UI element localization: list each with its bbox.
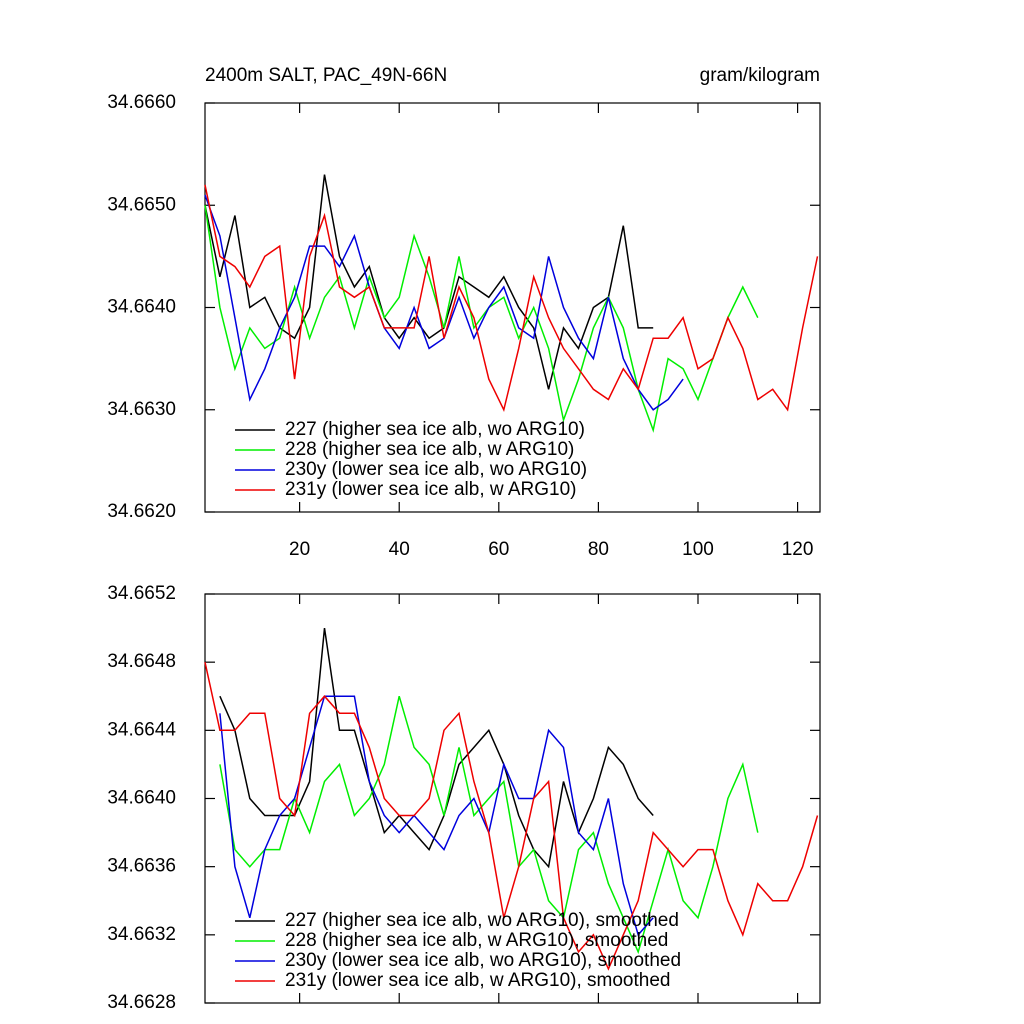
legend-label: 227 (higher sea ice alb, wo ARG10), smoo… xyxy=(285,910,679,931)
y-tick-label: 34.6636 xyxy=(107,856,176,877)
legend-label: 231y (lower sea ice alb, w ARG10), smoot… xyxy=(285,970,670,991)
legend-label: 231y (lower sea ice alb, w ARG10) xyxy=(285,479,576,500)
series-line xyxy=(204,662,819,971)
x-tick-label: 100 xyxy=(682,539,714,560)
y-tick-label: 34.6650 xyxy=(107,194,176,215)
legend-label: 227 (higher sea ice alb, wo ARG10) xyxy=(285,419,585,440)
y-tick-label: 34.6640 xyxy=(107,788,176,809)
x-tick-label: 60 xyxy=(488,539,509,560)
y-tick-label: 34.6648 xyxy=(107,651,176,672)
y-tick-label: 34.6644 xyxy=(107,719,176,740)
legend-label: 230y (lower sea ice alb, wo ARG10) xyxy=(285,459,587,480)
x-tick-label: 20 xyxy=(289,539,310,560)
series-line xyxy=(204,205,759,433)
x-tick-label: 120 xyxy=(782,539,814,560)
series-line xyxy=(204,174,654,390)
y-tick-label: 34.6660 xyxy=(107,92,176,113)
series-line xyxy=(219,695,654,937)
y-tick-label: 34.6630 xyxy=(107,399,176,420)
y-tick-label: 34.6640 xyxy=(107,297,176,318)
x-tick-label: 40 xyxy=(389,539,410,560)
chart-title: 2400m SALT, PAC_49N-66N xyxy=(205,65,447,86)
series-line xyxy=(219,627,654,869)
y-tick-label: 34.6628 xyxy=(107,992,176,1013)
legend-label: 230y (lower sea ice alb, wo ARG10), smoo… xyxy=(285,950,681,971)
series-line xyxy=(204,184,819,412)
legend-label: 228 (higher sea ice alb, w ARG10) xyxy=(285,439,574,460)
y-tick-label: 34.6652 xyxy=(107,583,176,604)
y-tick-label: 34.6632 xyxy=(107,924,176,945)
chart-units: gram/kilogram xyxy=(700,65,820,86)
x-tick-label: 80 xyxy=(588,539,609,560)
legend-label: 228 (higher sea ice alb, w ARG10), smoot… xyxy=(285,930,668,951)
y-tick-label: 34.6620 xyxy=(107,501,176,522)
